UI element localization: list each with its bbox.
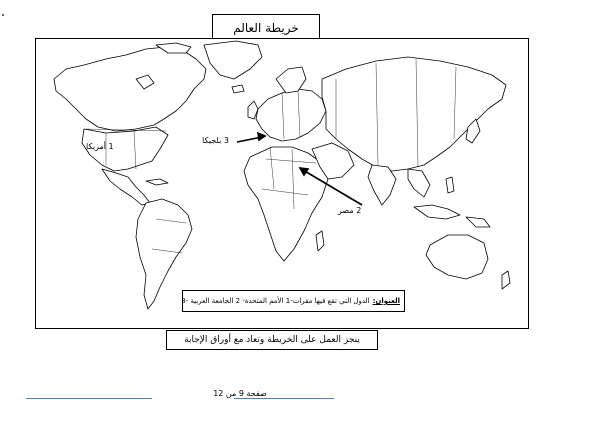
legend-box: العنوان: الدول التي تقع فيها مقرات-1 الأ… bbox=[182, 290, 405, 312]
madagascar-shape bbox=[315, 230, 325, 252]
japan-shape bbox=[465, 118, 481, 144]
footer-rule-right bbox=[234, 398, 334, 399]
caribbean-shape bbox=[145, 178, 169, 186]
arrow-egypt-head bbox=[298, 167, 310, 177]
instruction-text: ينجز العمل على الخريطة وتعاد مع أوراق ال… bbox=[184, 335, 360, 345]
legend-label: العنوان: bbox=[372, 297, 400, 305]
world-map bbox=[35, 38, 529, 329]
hudson-bay-island-shape bbox=[135, 74, 155, 90]
arrow-egypt bbox=[302, 169, 363, 206]
south-america-shape bbox=[135, 198, 193, 310]
greenland-shape bbox=[203, 40, 263, 80]
corner-mark bbox=[2, 14, 4, 16]
label-belgium: 3 بلجيكا bbox=[202, 136, 229, 145]
scandinavia-shape bbox=[275, 66, 307, 94]
arctic-island-shape bbox=[155, 42, 192, 54]
world-map-outline bbox=[53, 40, 511, 310]
mexico-central-america-shape bbox=[101, 168, 151, 206]
arrow-belgium bbox=[236, 136, 263, 143]
australia-shape bbox=[425, 234, 489, 280]
arrow-belgium-head bbox=[257, 131, 267, 142]
southeast-asia-shape bbox=[407, 168, 431, 198]
africa-shape bbox=[243, 146, 329, 262]
page-title-text: خريطة العالم bbox=[233, 21, 299, 35]
indonesia-shape bbox=[413, 204, 461, 220]
new-guinea-shape bbox=[465, 216, 491, 228]
india-shape bbox=[367, 164, 397, 206]
label-usa: 1 أمريكا bbox=[86, 142, 114, 151]
page-number: صفحة 9 من 12 bbox=[213, 389, 267, 398]
philippines-shape bbox=[445, 176, 455, 194]
label-egypt: 2 مصر bbox=[338, 206, 362, 215]
border-lines bbox=[85, 58, 457, 254]
uk-shape bbox=[247, 100, 259, 120]
arabia-shape bbox=[311, 142, 355, 180]
page-title: خريطة العالم bbox=[212, 14, 320, 42]
footer-rule-left bbox=[26, 398, 152, 399]
instruction-box: ينجز العمل على الخريطة وتعاد مع أوراق ال… bbox=[166, 330, 378, 350]
legend-text: الدول التي تقع فيها مقرات-1 الأمم المتحد… bbox=[183, 297, 370, 305]
europe-shape bbox=[255, 88, 327, 142]
north-america-north-shape bbox=[53, 46, 207, 132]
iceland-shape bbox=[231, 84, 245, 94]
new-zealand-shape bbox=[501, 270, 511, 290]
